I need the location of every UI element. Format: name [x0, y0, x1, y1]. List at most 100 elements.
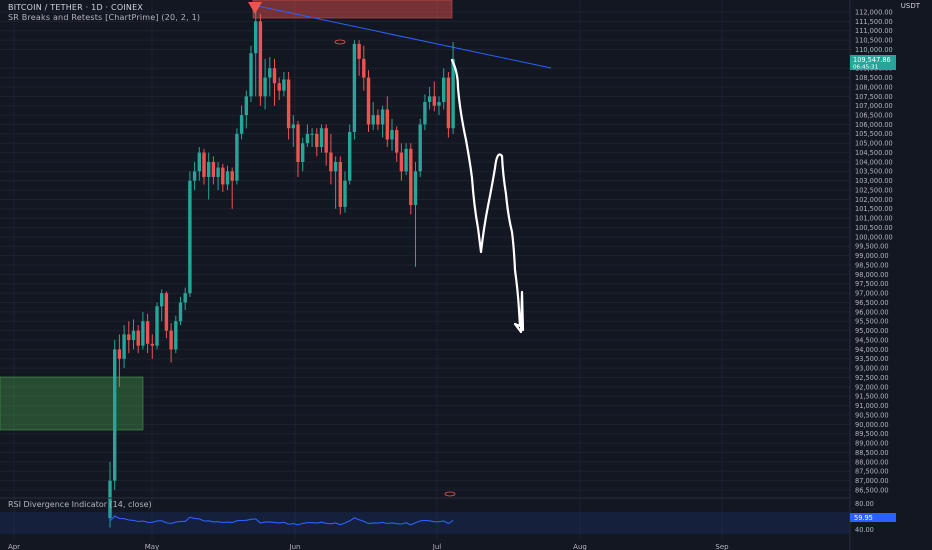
candle-body [310, 133, 314, 135]
candle-body [145, 321, 150, 344]
candle-body [409, 148, 413, 206]
current-price-countdown: 06:45:31 [853, 65, 879, 71]
candle-body [305, 133, 310, 144]
price-tick-label: 98,000.00 [855, 271, 889, 279]
symbol-title[interactable]: BITCOIN / TETHER · 1D · COINEX [8, 3, 143, 12]
candle-body [427, 96, 432, 102]
price-tick-label: 105,000.00 [855, 140, 893, 148]
price-tick-label: 107,000.00 [855, 102, 893, 110]
candle-body [395, 130, 399, 153]
candle-body [446, 77, 451, 129]
candle-body [437, 101, 441, 106]
rsi-current-value: 59.95 [854, 514, 873, 522]
price-tick-label: 92,000.00 [855, 383, 889, 391]
candle-body [122, 334, 126, 359]
candle-body [211, 161, 216, 177]
candle-body [254, 21, 258, 54]
time-axis: Apr May Jun Jul Aug Sep [8, 543, 729, 550]
candle-body [225, 171, 230, 185]
price-tick-label: 105,500.00 [855, 130, 893, 138]
price-tick-label: 98,500.00 [855, 261, 889, 269]
candle-body [117, 349, 122, 359]
candle-body [301, 143, 305, 162]
candle-body [207, 161, 211, 177]
candle-body [150, 343, 154, 346]
support-zone [0, 376, 144, 431]
rsi-value-tag [850, 513, 896, 522]
price-tick-label: 110,000.00 [855, 46, 893, 54]
rsi-line [109, 515, 454, 526]
candle-body [286, 79, 291, 129]
candle-body [192, 171, 197, 181]
candle-body [249, 53, 253, 97]
candle-body [333, 161, 338, 172]
candle-body [315, 133, 319, 147]
current-price-tag: 109,547.86 06:45:31 [850, 55, 896, 71]
price-tick-label: 100,000.00 [855, 233, 893, 241]
candle-body [235, 133, 239, 181]
price-tick-label: 88,500.00 [855, 449, 889, 457]
time-tick-label: Sep [715, 543, 729, 550]
price-tick-label: 89,000.00 [855, 440, 889, 448]
candle-body [282, 79, 286, 91]
rsi-label-40: 40.00 [855, 526, 874, 534]
candle-body [216, 167, 220, 177]
price-tick-label: 101,000.00 [855, 215, 893, 223]
candle-body [141, 321, 145, 346]
rsi-band [0, 512, 850, 534]
price-tick-label: 87,000.00 [855, 477, 889, 485]
time-tick-label: Apr [8, 543, 20, 550]
candle-body [362, 58, 366, 78]
price-tick-label: 107,500.00 [855, 93, 893, 101]
price-tick-label: 102,500.00 [855, 186, 893, 194]
candle-body [155, 306, 159, 346]
candle-body [390, 130, 394, 140]
candle-body [380, 109, 385, 125]
price-tick-label: 97,500.00 [855, 280, 889, 288]
candle-body [127, 334, 131, 341]
candle-body [164, 293, 169, 331]
price-tick-label: 93,000.00 [855, 365, 889, 373]
candle-body [338, 161, 342, 207]
price-tick-label: 101,500.00 [855, 205, 893, 213]
candle-body [160, 293, 164, 307]
price-tick-label: 106,500.00 [855, 111, 893, 119]
candle-body [366, 77, 371, 125]
time-tick-label: May [145, 543, 159, 550]
candle-body [343, 180, 347, 207]
candle-body [385, 109, 389, 140]
candle-body [319, 128, 324, 147]
price-tick-label: 92,500.00 [855, 374, 889, 382]
indicator-legend[interactable]: SR Breaks and Retests [ChartPrime] (20, … [8, 13, 201, 22]
candle-body [178, 302, 183, 322]
price-tick-label: 95,500.00 [855, 318, 889, 326]
candle-body [258, 21, 263, 97]
candle-body [324, 128, 328, 153]
price-tick-label: 91,000.00 [855, 402, 889, 410]
candle-body [348, 131, 352, 181]
trendline [252, 4, 552, 69]
price-tick-label: 93,500.00 [855, 355, 889, 363]
candle-body [221, 167, 225, 185]
candle-body [169, 330, 173, 350]
price-tick-label: 99,500.00 [855, 243, 889, 251]
candle-body [277, 83, 281, 91]
marker-top-june [334, 39, 346, 45]
price-tick-label: 90,000.00 [855, 421, 889, 429]
price-tick-label: 110,500.00 [855, 37, 893, 45]
price-tick-label: 104,000.00 [855, 158, 893, 166]
candle-body [296, 124, 300, 162]
rsi-indicator-title[interactable]: RSI Divergence Indicator (14, close) [8, 500, 152, 509]
candle-body [357, 43, 361, 59]
candle-body [263, 77, 267, 97]
candle-body [202, 152, 206, 177]
price-tick-label: 95,000.00 [855, 327, 889, 335]
price-tick-label: 88,000.00 [855, 458, 889, 466]
price-tick-label: 100,500.00 [855, 224, 893, 232]
forecast-drawing [450, 58, 525, 334]
candle-body [423, 101, 427, 125]
price-tick-label: 103,000.00 [855, 177, 893, 185]
marker-bottom-july [444, 491, 456, 497]
